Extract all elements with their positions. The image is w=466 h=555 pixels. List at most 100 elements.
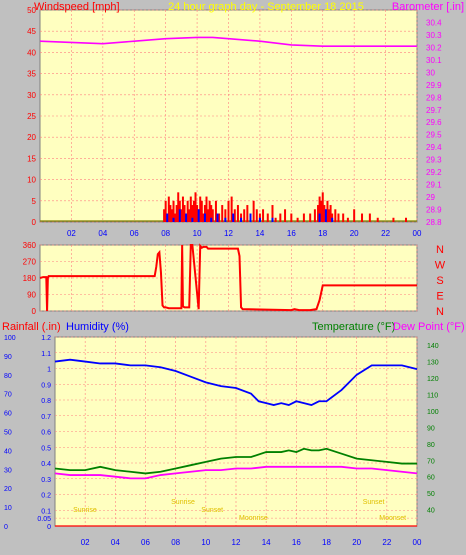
dewpoint-title: Dew Point (°F) <box>393 321 465 333</box>
wind-bar <box>279 213 282 222</box>
climate-x-axis: 02 04 06 08 10 12 14 16 18 20 22 00 <box>81 538 422 547</box>
graph-title: 24 hour graph day - September 18 2015 <box>168 1 364 13</box>
wind-bar <box>317 205 320 222</box>
wind-bar <box>337 213 340 222</box>
climate-x-tick-label: 12 <box>232 538 241 547</box>
dewpoint-line <box>54 465 418 480</box>
barometer-tick-label: 29.4 <box>426 143 442 152</box>
wind-tick-label: 25 <box>27 112 36 121</box>
sun-moon-label: Moonset <box>379 515 406 522</box>
wind-bar <box>376 217 379 222</box>
gust-bar <box>271 217 274 222</box>
humidity-tick-label: 30 <box>4 467 12 474</box>
wind-x-tick-label: 20 <box>350 229 359 238</box>
sun-moon-label: Moonrise <box>239 515 268 522</box>
humidity-tick-label: 90 <box>4 354 12 361</box>
wind-bar <box>191 205 194 222</box>
temperature-tick-label: 130 <box>427 360 439 367</box>
wind-bar <box>181 196 184 222</box>
sun-moon-labels: Sunrise Sunrise Sunset Moonrise Sunset Moonse… <box>73 499 406 522</box>
wind-bar <box>183 205 186 222</box>
gust-bar <box>191 217 194 222</box>
barometer-tick-label: 29.1 <box>426 181 442 190</box>
gust-bar <box>258 217 261 222</box>
wind-tick-label: 10 <box>27 176 36 185</box>
temperature-tick-label: 70 <box>427 458 435 465</box>
climate-x-tick-label: 08 <box>171 538 180 547</box>
barometer-tick-label: 29.6 <box>426 118 442 127</box>
climate-x-tick-label: 00 <box>413 538 422 547</box>
barometer-tick-label: 29.7 <box>426 106 442 115</box>
wind-bar <box>172 200 175 222</box>
wind-bar <box>243 209 246 222</box>
barometer-tick-label: 29.5 <box>426 131 442 140</box>
gust-bar <box>249 213 252 222</box>
wind-bar <box>309 213 312 222</box>
humidity-tick-label: 70 <box>4 392 12 399</box>
gust-bar <box>172 217 175 222</box>
sun-moon-label: Sunrise <box>73 507 97 514</box>
wind-bar <box>207 209 210 222</box>
wind-tick-label: 5 <box>32 197 37 206</box>
temperature-line <box>54 447 417 475</box>
wind-bar <box>199 196 202 222</box>
rain-tick-label: 0.8 <box>41 398 51 405</box>
barometer-tick-label: 30.3 <box>426 31 442 40</box>
barometer-tick-label: 29.2 <box>426 168 442 177</box>
wind-tick-label: 50 <box>27 6 36 15</box>
direction-tick-label: 180 <box>23 274 37 283</box>
wind-bar <box>266 213 269 222</box>
wind-y-axis: 0 5 10 15 20 25 30 35 40 45 50 <box>27 6 36 227</box>
temperature-tick-label: 140 <box>427 343 439 350</box>
wind-bar <box>255 209 258 222</box>
wind-tick-label: 20 <box>27 133 36 142</box>
wind-tick-label: 30 <box>27 91 36 100</box>
climate-x-tick-label: 16 <box>292 538 301 547</box>
wind-x-tick-label: 04 <box>98 229 107 238</box>
wind-bar <box>208 200 211 222</box>
gust-bar <box>224 217 227 222</box>
temperature-tick-label: 110 <box>427 393 438 400</box>
gust-bar <box>197 209 200 222</box>
temperature-y-axis: 40 50 60 70 80 90 100 110 120 130 140 <box>427 343 439 514</box>
humidity-tick-label: 60 <box>4 411 12 418</box>
wind-bar <box>296 217 299 222</box>
wind-x-tick-label: 18 <box>318 229 327 238</box>
rain-tick-label: 0.2 <box>41 493 51 500</box>
climate-x-tick-label: 20 <box>352 538 361 547</box>
barometer-tick-label: 30 <box>426 68 435 77</box>
climate-grid <box>55 336 418 527</box>
wind-bar <box>169 205 172 222</box>
gust-bar <box>240 217 243 222</box>
wind-bar <box>290 213 293 222</box>
wind-x-tick-label: 16 <box>287 229 296 238</box>
humidity-title: Humidity (%) <box>66 321 129 333</box>
rain-tick-label: 0.4 <box>41 461 51 468</box>
wind-bar <box>236 205 239 222</box>
gust-bar <box>210 217 213 222</box>
climate-panel: Sunrise Sunrise Sunset Moonrise Sunset Moonse… <box>2 321 465 547</box>
wind-bar <box>361 213 364 222</box>
wind-bar <box>180 209 183 222</box>
wind-bar <box>188 209 191 222</box>
wind-bar <box>214 200 217 222</box>
direction-marks <box>39 243 417 312</box>
wind-bar <box>320 200 323 222</box>
wind-x-tick-label: 22 <box>381 229 390 238</box>
temperature-title: Temperature (°F) <box>312 321 395 333</box>
compass-label: E <box>436 291 443 303</box>
wind-bar <box>177 192 180 222</box>
gust-bar <box>185 213 188 222</box>
barometer-y-axis: 28.8 28.9 29 29.1 29.2 29.3 29.4 29.5 29.6 29.7 29… <box>426 18 442 227</box>
wind-bar <box>192 200 195 222</box>
barometer-tick-label: 30.1 <box>426 56 442 65</box>
rain-tick-label: 1 <box>47 367 51 374</box>
temperature-tick-label: 40 <box>427 508 435 515</box>
wind-bar <box>196 205 199 222</box>
wind-tick-label: 35 <box>27 70 36 79</box>
wind-bar <box>284 209 287 222</box>
wind-x-tick-label: 02 <box>67 229 76 238</box>
wind-bar <box>227 200 230 222</box>
